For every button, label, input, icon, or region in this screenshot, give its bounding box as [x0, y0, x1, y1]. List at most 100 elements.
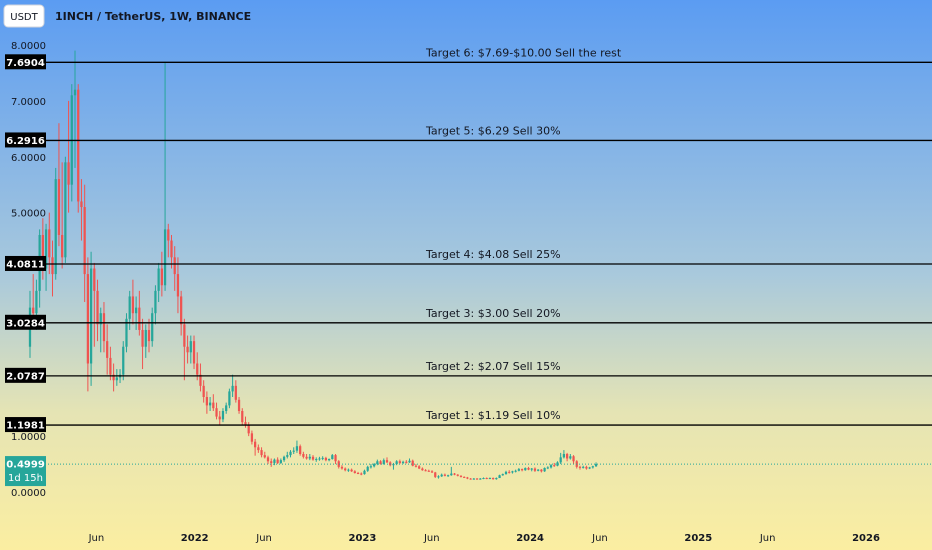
- candle: [61, 162, 64, 269]
- candle-body: [237, 399, 241, 411]
- candle: [254, 438, 257, 456]
- candle-body: [569, 456, 572, 459]
- candle-body: [151, 313, 154, 342]
- candle: [77, 84, 80, 213]
- candle: [373, 462, 376, 468]
- candle-body: [292, 450, 295, 452]
- candle-body: [572, 456, 575, 462]
- candle-body: [299, 446, 302, 455]
- candle-body: [257, 447, 260, 451]
- candle: [453, 473, 456, 476]
- candle: [228, 388, 231, 409]
- candle: [485, 477, 488, 480]
- candle: [51, 240, 54, 297]
- candle-body: [382, 460, 385, 465]
- candle-body: [89, 268, 93, 364]
- candle: [427, 469, 430, 472]
- candle: [157, 262, 160, 303]
- candle-body: [508, 471, 511, 473]
- candle-body: [305, 456, 308, 459]
- candle: [356, 471, 360, 475]
- candle-body: [591, 466, 594, 468]
- candle: [147, 318, 151, 353]
- current-price-label: 0.4999: [6, 460, 45, 471]
- candle: [154, 285, 157, 325]
- candle-body: [44, 229, 48, 269]
- candle-body: [208, 402, 212, 406]
- candle: [241, 408, 244, 425]
- candle-body: [334, 455, 337, 462]
- currency-button[interactable]: USDT: [3, 4, 45, 28]
- candle-body: [585, 466, 588, 469]
- candle: [257, 444, 260, 453]
- candle-body: [167, 229, 170, 241]
- candle-body: [102, 313, 106, 342]
- candle-body: [80, 201, 83, 208]
- x-tick-label: Jun: [759, 533, 776, 544]
- candle: [276, 457, 279, 465]
- candle-body: [588, 467, 591, 469]
- candle-body: [337, 461, 340, 467]
- candle-body: [64, 162, 67, 258]
- candle-body: [321, 457, 324, 459]
- candle-body: [54, 179, 57, 275]
- candle-body: [189, 341, 192, 353]
- candle-body: [327, 459, 331, 461]
- candle-body: [520, 469, 524, 471]
- candle-body: [373, 464, 376, 467]
- target-price-label-bg: [5, 54, 46, 70]
- candle: [167, 223, 170, 258]
- candle: [572, 455, 575, 465]
- target-annotation: Target 5: $6.29 Sell 30%: [425, 124, 561, 137]
- candle-body: [61, 234, 64, 258]
- x-tick-label: Jun: [591, 533, 608, 544]
- candle: [324, 456, 328, 462]
- candle: [553, 462, 556, 467]
- target-annotation: Target 3: $3.00 Sell 20%: [425, 307, 561, 320]
- candle: [585, 465, 588, 470]
- candle: [398, 459, 401, 465]
- target-price-label: 2.0787: [5, 367, 46, 383]
- candle-body: [308, 456, 311, 459]
- candle: [414, 464, 418, 468]
- candle: [122, 341, 125, 381]
- candle-body: [315, 459, 318, 461]
- target-price-label: 1.1981: [5, 417, 46, 433]
- candle-body: [559, 457, 562, 463]
- candle-body: [186, 346, 189, 353]
- y-tick-label: 8.0000: [11, 41, 46, 52]
- candle: [302, 451, 305, 459]
- candle: [408, 458, 411, 463]
- currency-button-bg[interactable]: [3, 4, 45, 28]
- candle-body: [244, 422, 247, 425]
- candle-body: [492, 478, 495, 480]
- candle: [215, 402, 218, 420]
- candle-body: [463, 476, 466, 478]
- currency-button-label[interactable]: USDT: [10, 12, 38, 23]
- target-price-label-bg: [5, 255, 46, 271]
- candle: [344, 467, 347, 472]
- candle: [234, 380, 237, 403]
- candle-body: [99, 313, 102, 325]
- candle: [537, 469, 540, 472]
- candle-body: [347, 469, 350, 471]
- candle: [199, 363, 202, 392]
- candle-body: [421, 468, 424, 471]
- candle-body: [363, 470, 366, 475]
- candle: [501, 473, 504, 476]
- candle-body: [379, 461, 382, 465]
- candle-body: [443, 474, 447, 476]
- candle: [569, 454, 572, 460]
- candle-body: [488, 478, 492, 480]
- target-annotation: Target 6: $7.69-$10.00 Sell the rest: [425, 46, 622, 59]
- candle-body: [212, 402, 215, 409]
- candle-body: [418, 466, 421, 469]
- candle-body: [565, 454, 569, 459]
- candle: [170, 234, 173, 269]
- candle-body: [517, 469, 520, 471]
- candle-body: [295, 446, 299, 451]
- x-tick-label: 2022: [181, 533, 209, 544]
- candle: [189, 335, 192, 364]
- x-tick-label: Jun: [255, 533, 272, 544]
- candle-body: [459, 475, 463, 477]
